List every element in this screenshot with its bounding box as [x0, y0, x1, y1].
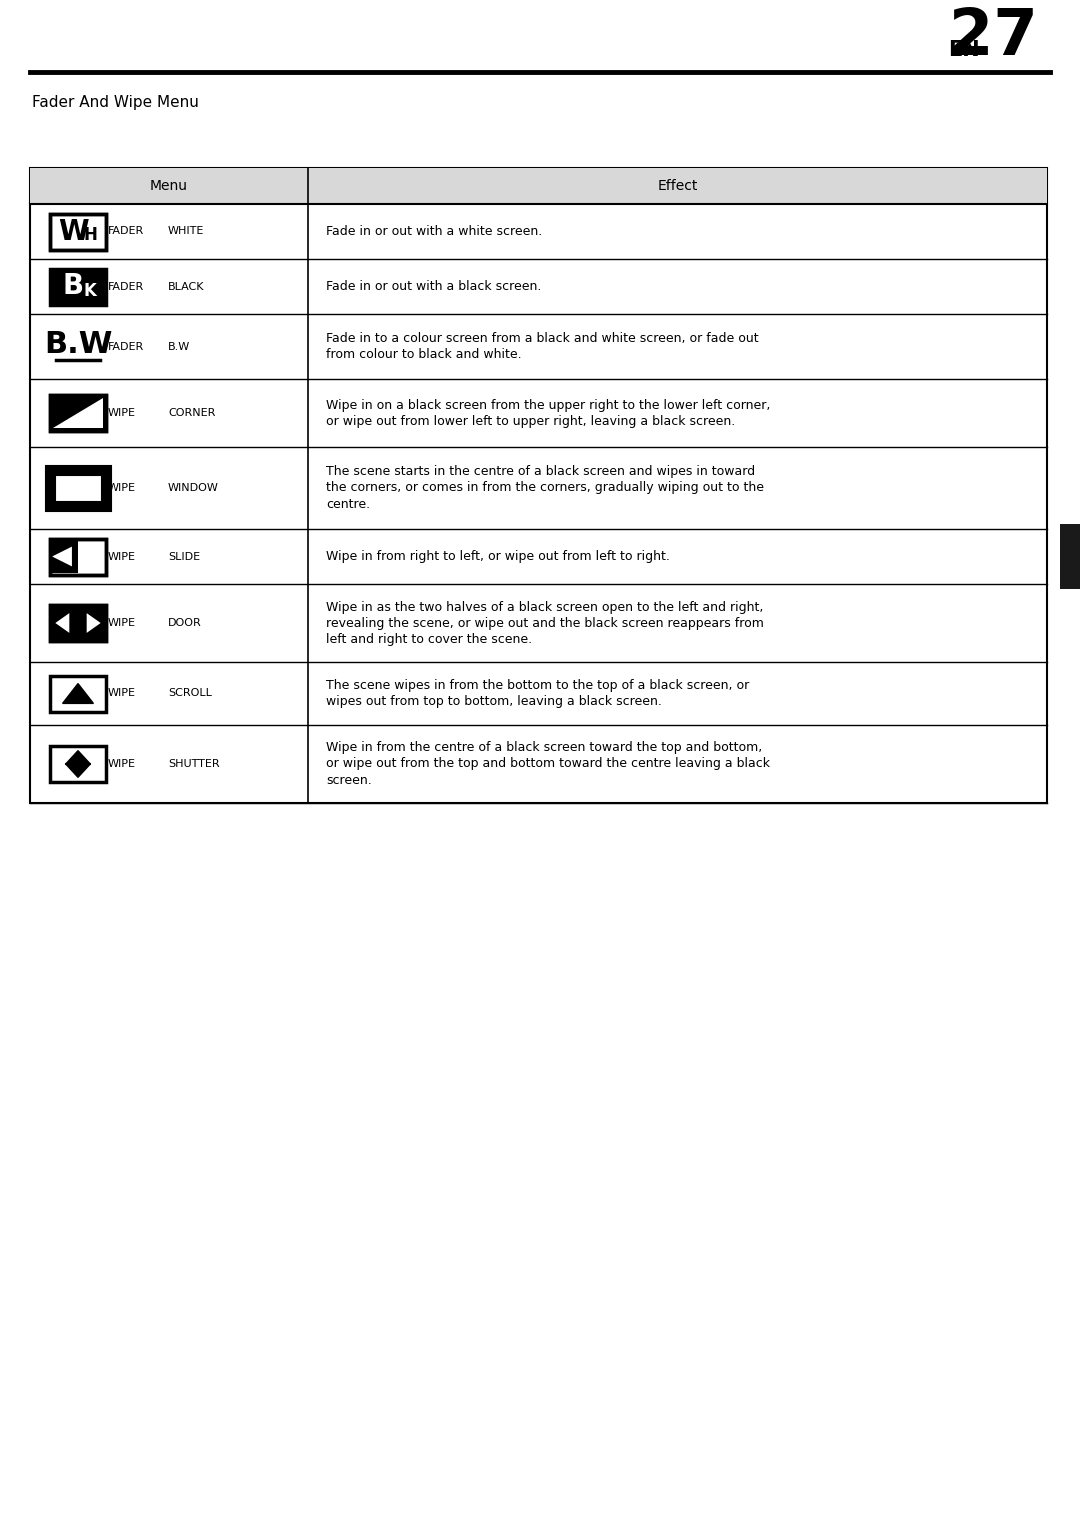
Bar: [50, 396, 106, 431]
Bar: [30, 169, 1047, 803]
Text: DOOR: DOOR: [168, 618, 202, 629]
Text: 27: 27: [949, 6, 1038, 67]
Bar: [50, 396, 106, 431]
Text: centre.: centre.: [326, 498, 370, 510]
Bar: [50, 676, 106, 711]
Polygon shape: [52, 547, 72, 566]
Bar: [50, 268, 106, 305]
Text: SLIDE: SLIDE: [168, 552, 200, 561]
Text: K: K: [83, 282, 96, 299]
Text: The scene wipes in from the bottom to the top of a black screen, or: The scene wipes in from the bottom to th…: [326, 679, 750, 691]
Text: Fader And Wipe Menu: Fader And Wipe Menu: [32, 95, 199, 110]
Text: Menu: Menu: [150, 179, 188, 193]
Polygon shape: [66, 751, 91, 765]
Text: Wipe in from the centre of a black screen toward the top and bottom,: Wipe in from the centre of a black scree…: [326, 742, 762, 754]
Text: EN: EN: [948, 40, 980, 60]
Text: FADER: FADER: [108, 282, 145, 291]
Text: H: H: [83, 227, 97, 244]
Bar: [50, 606, 106, 641]
Text: B.W: B.W: [44, 330, 112, 359]
Text: W: W: [57, 218, 89, 245]
Text: WHITE: WHITE: [168, 227, 204, 236]
Text: The scene starts in the centre of a black screen and wipes in toward: The scene starts in the centre of a blac…: [326, 466, 755, 478]
Text: revealing the scene, or wipe out and the black screen reappears from: revealing the scene, or wipe out and the…: [326, 616, 764, 630]
Text: WIPE: WIPE: [108, 483, 136, 494]
Text: or wipe out from the top and bottom toward the centre leaving a black: or wipe out from the top and bottom towa…: [326, 757, 770, 771]
Text: Wipe in as the two halves of a black screen open to the left and right,: Wipe in as the two halves of a black scr…: [326, 601, 764, 613]
Text: left and right to cover the scene.: left and right to cover the scene.: [326, 633, 532, 645]
Bar: [30, 169, 1047, 204]
Text: BLACK: BLACK: [168, 282, 204, 291]
Text: wipes out from top to bottom, leaving a black screen.: wipes out from top to bottom, leaving a …: [326, 694, 662, 708]
Polygon shape: [66, 763, 91, 777]
Bar: [50, 606, 106, 641]
Text: Effect: Effect: [658, 179, 698, 193]
Text: Fade in or out with a black screen.: Fade in or out with a black screen.: [326, 281, 541, 293]
Bar: [50, 538, 106, 575]
Bar: [50, 213, 106, 250]
Polygon shape: [63, 684, 93, 704]
Text: WIPE: WIPE: [108, 552, 136, 561]
Bar: [50, 471, 106, 506]
Text: SCROLL: SCROLL: [168, 688, 212, 699]
Text: WIPE: WIPE: [108, 759, 136, 770]
Bar: [50, 747, 106, 782]
Text: Fade in to a colour screen from a black and white screen, or fade out: Fade in to a colour screen from a black …: [326, 333, 758, 345]
Bar: [50, 213, 106, 250]
Text: Fade in or out with a white screen.: Fade in or out with a white screen.: [326, 225, 542, 238]
Polygon shape: [86, 613, 100, 633]
Text: FADER: FADER: [108, 227, 145, 236]
Text: CORNER: CORNER: [168, 408, 215, 419]
Text: FADER: FADER: [108, 342, 145, 351]
Text: WIPE: WIPE: [108, 408, 136, 419]
Text: SHUTTER: SHUTTER: [168, 759, 219, 770]
Polygon shape: [55, 613, 69, 633]
Bar: [50, 538, 106, 575]
Text: or wipe out from lower left to upper right, leaving a black screen.: or wipe out from lower left to upper rig…: [326, 414, 735, 428]
Text: the corners, or comes in from the corners, gradually wiping out to the: the corners, or comes in from the corner…: [326, 481, 764, 495]
Text: WIPE: WIPE: [108, 618, 136, 629]
Text: Wipe in from right to left, or wipe out from left to right.: Wipe in from right to left, or wipe out …: [326, 550, 670, 563]
Text: B: B: [63, 273, 83, 300]
Text: Wipe in on a black screen from the upper right to the lower left corner,: Wipe in on a black screen from the upper…: [326, 399, 770, 411]
Text: B.W: B.W: [168, 342, 190, 351]
Polygon shape: [53, 399, 103, 428]
Bar: [1059, 524, 1080, 589]
Text: from colour to black and white.: from colour to black and white.: [326, 348, 522, 360]
Bar: [52, 540, 78, 573]
Text: screen.: screen.: [326, 774, 372, 786]
Text: WIPE: WIPE: [108, 688, 136, 699]
Text: WINDOW: WINDOW: [168, 483, 219, 494]
